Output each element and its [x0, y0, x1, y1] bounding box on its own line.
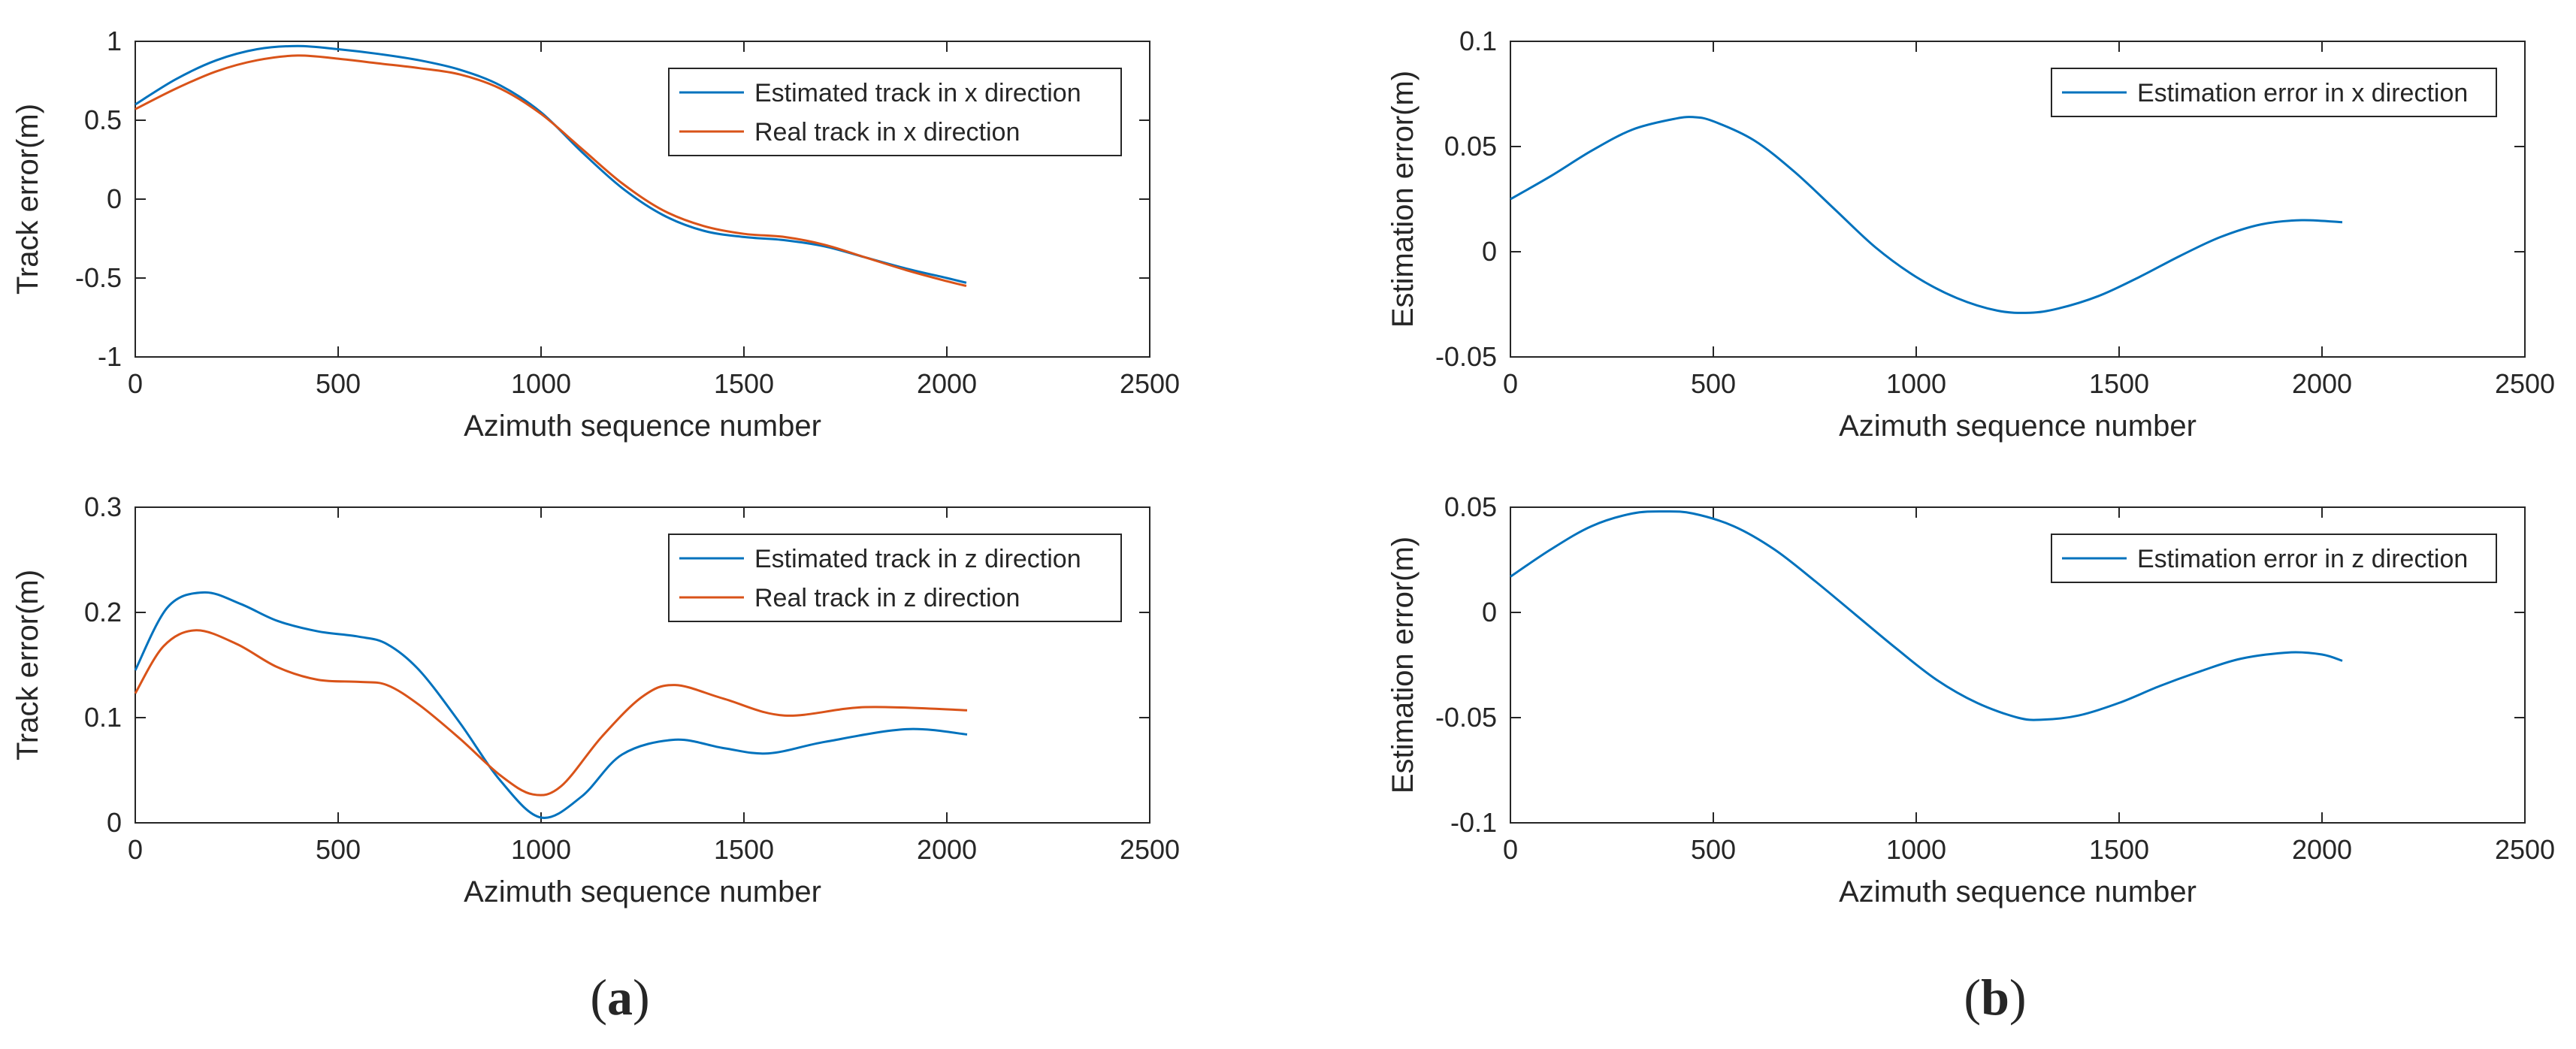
- x-tick-label: 1000: [511, 834, 571, 865]
- x-tick-label: 2500: [2495, 368, 2555, 399]
- y-axis-label: Estimation error(m): [1386, 71, 1420, 328]
- series-line: [135, 54, 967, 287]
- y-tick-label: 0: [107, 183, 122, 214]
- series-line: [134, 629, 968, 797]
- y-tick-label: 0.3: [84, 491, 122, 522]
- x-tick-label: 2000: [917, 834, 977, 865]
- x-tick-label: 0: [128, 368, 143, 399]
- chart-track-z: 0 500 1000 1500 2000 2500 0 0.1 0.2 0.3 Azimuth se…: [11, 491, 1180, 908]
- x-tick-label: 2000: [917, 368, 977, 399]
- y-tick-label: -0.05: [1435, 702, 1497, 733]
- y-axis-label: Track error(m): [11, 104, 44, 295]
- y-tick-label: 0.2: [84, 597, 122, 627]
- x-axis-label: Azimuth sequence number: [464, 875, 821, 908]
- x-tick-label: 0: [1503, 368, 1518, 399]
- x-tick-label: 1000: [511, 368, 571, 399]
- y-tick-label: 0.1: [1459, 26, 1497, 56]
- x-tick-label: 2000: [2292, 368, 2352, 399]
- series-line: [134, 591, 968, 819]
- axes-box: [1510, 506, 2526, 824]
- y-tick-label: 0.05: [1444, 131, 1497, 162]
- x-tick-label: 2500: [1120, 368, 1180, 399]
- y-tick-label: -1: [98, 341, 122, 372]
- legend-box: [668, 68, 1122, 156]
- x-tick-label: 2500: [1120, 834, 1180, 865]
- x-tick-label: 1000: [1886, 368, 1946, 399]
- x-tick-label: 2500: [2495, 834, 2555, 865]
- x-tick-label: 1500: [714, 368, 774, 399]
- chart-error-x: 0 500 1000 1500 2000 2500-0.0500.050.1Azimuth…: [1386, 26, 2555, 443]
- legend: Estimated track in z direction Real track…: [668, 534, 1122, 622]
- legend-label: Real track in x direction: [754, 118, 1020, 147]
- legend-label: Estimation error in x direction: [2137, 79, 2468, 107]
- x-tick-label: 500: [316, 834, 361, 865]
- x-tick-label: 0: [128, 834, 143, 865]
- series-line: [1510, 116, 2343, 314]
- y-tick-label: -0.05: [1435, 341, 1497, 372]
- y-tick-label: 0.5: [84, 104, 122, 135]
- chart-track-x: 0 500 1000 1500 2000 2500 -1 -0.5 0 0.5 1 Azimuth s…: [11, 26, 1180, 443]
- x-tick-label: 500: [1691, 834, 1736, 865]
- y-axis-label: Track error(m): [11, 570, 44, 760]
- legend-label: Estimated track in x direction: [754, 79, 1081, 107]
- axes-box: [135, 506, 1150, 824]
- x-tick-label: 1500: [714, 834, 774, 865]
- panel-caption-b: (b): [1964, 969, 2026, 1026]
- legend: Estimation error in z direction: [2051, 534, 2497, 583]
- x-axis-label: Azimuth sequence number: [1839, 875, 2197, 908]
- x-tick-label: 500: [316, 368, 361, 399]
- y-tick-label: -0.5: [75, 262, 122, 293]
- x-tick-label: 1500: [2089, 368, 2149, 399]
- y-tick-label: 0.1: [84, 702, 122, 733]
- legend-label: Real track in z direction: [754, 584, 1020, 612]
- series-line: [1510, 510, 2343, 721]
- y-tick-label: 0: [1482, 597, 1497, 627]
- x-tick-label: 0: [1503, 834, 1518, 865]
- legend-label: Estimation error in z direction: [2137, 545, 2468, 573]
- y-tick-label: 0: [107, 807, 122, 838]
- x-tick-label: 1500: [2089, 834, 2149, 865]
- x-tick-label: 2000: [2292, 834, 2352, 865]
- y-tick-label: 1: [107, 26, 122, 56]
- y-tick-label: 0: [1482, 236, 1497, 267]
- chart-error-z: 0 500 1000 1500 2000 2500 -0.1 -0.05 0 0.05 Azimut…: [1386, 491, 2555, 908]
- y-tick-label: -0.1: [1450, 807, 1497, 838]
- legend: Estimation error in x direction: [2051, 68, 2497, 117]
- y-axis-label: Estimation error(m): [1386, 537, 1420, 794]
- x-axis-label: Azimuth sequence number: [1839, 410, 2197, 443]
- y-tick-label: 0.05: [1444, 491, 1497, 522]
- x-tick-label: 500: [1691, 368, 1736, 399]
- legend-label: Estimated track in z direction: [754, 545, 1081, 573]
- panel-caption-a: (a): [590, 969, 649, 1026]
- x-axis-label: Azimuth sequence number: [464, 410, 821, 443]
- legend-box: [668, 534, 1122, 622]
- x-tick-label: 1000: [1886, 834, 1946, 865]
- legend: Estimated track in x direction Real track…: [668, 68, 1122, 156]
